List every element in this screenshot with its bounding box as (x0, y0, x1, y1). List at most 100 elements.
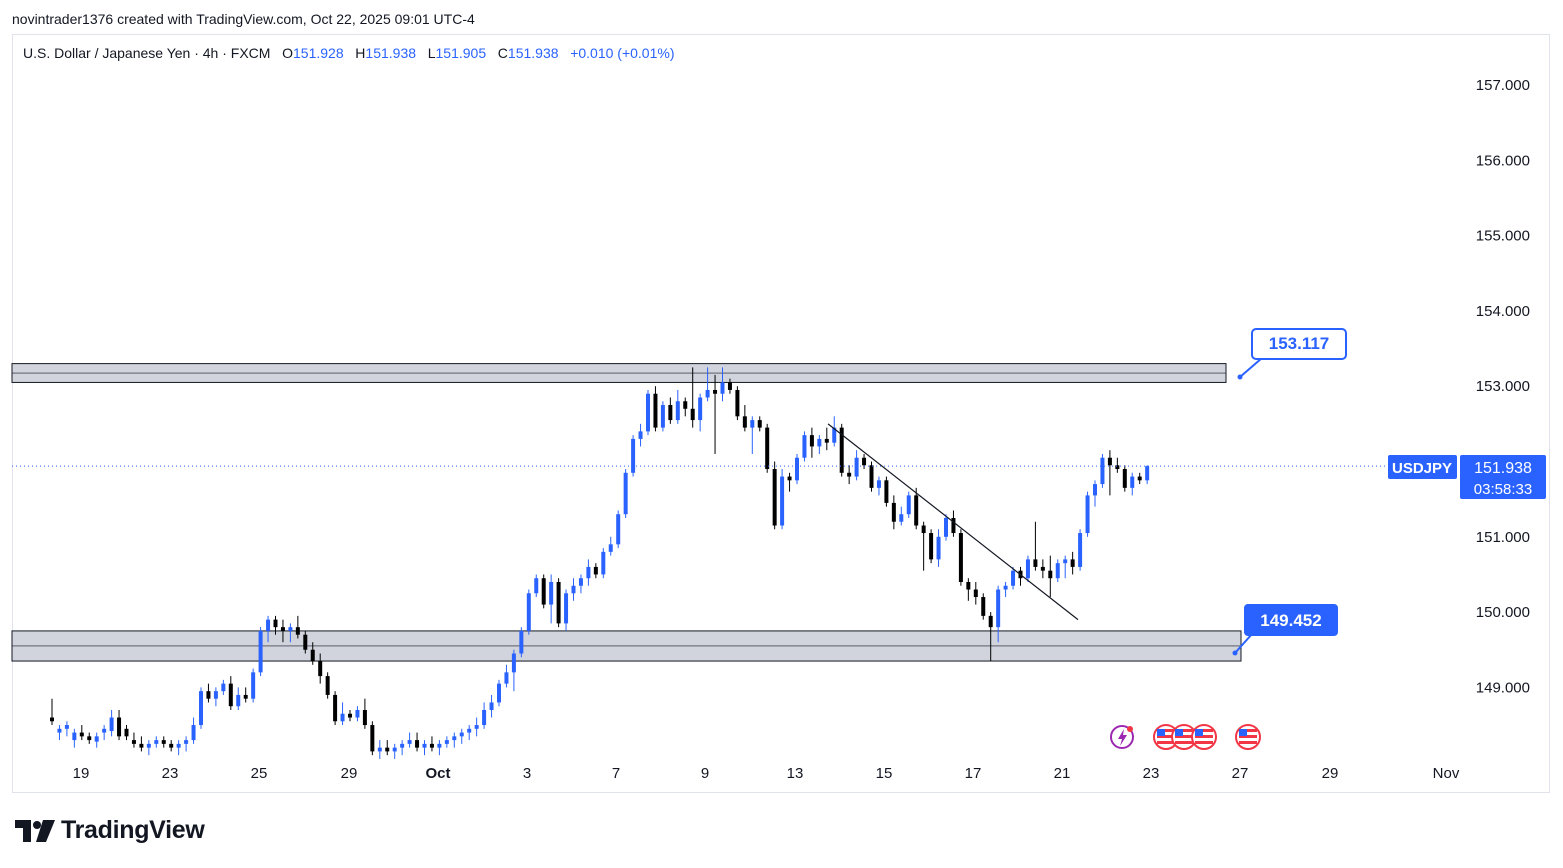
candle-body (280, 627, 285, 631)
candle-body (1055, 563, 1060, 579)
candle (146, 740, 151, 756)
candle (795, 453, 799, 485)
candle (638, 423, 643, 447)
candle-body (623, 472, 628, 515)
time-axis[interactable]: 19 23 25 29 Oct 3 7 9 13 15 17 21 23 27 29 Nov (73, 765, 1460, 782)
candle-body (899, 514, 904, 522)
candle-body (1107, 457, 1112, 466)
legend-change: +0.010 (+0.01%) (570, 45, 675, 61)
candle-body (1025, 559, 1030, 579)
price-axis[interactable]: 157.000 156.000 155.000 154.000 153.000 151.0… (1476, 77, 1530, 696)
candle (839, 423, 844, 477)
candle-body (169, 743, 174, 748)
candle (884, 476, 889, 507)
candle (780, 469, 785, 530)
candle-body (802, 435, 807, 458)
candle-body (981, 597, 986, 616)
candle-body (1100, 457, 1105, 485)
candle (266, 615, 271, 643)
support-callout[interactable]: 149.452 (1232, 604, 1339, 656)
candle (392, 743, 397, 759)
candle (586, 559, 591, 586)
price-tag-value: 151.938 (1474, 460, 1532, 477)
events-layer[interactable] (1110, 724, 1261, 750)
candle (623, 469, 628, 518)
candle-body (497, 683, 501, 703)
candle (333, 691, 338, 726)
us-flag-event[interactable] (1153, 724, 1179, 750)
overlays-layer (12, 423, 1388, 621)
candle-body (504, 672, 509, 684)
us-flag-event[interactable] (1235, 724, 1261, 750)
candle (400, 740, 405, 756)
candle (549, 574, 554, 624)
candle-body (57, 728, 62, 733)
candle-body (228, 683, 233, 707)
candle (415, 732, 420, 752)
symbol-legend[interactable]: U.S. Dollar / Japanese Yen · 4h · FXCM O… (23, 45, 674, 61)
candle (467, 725, 472, 741)
candle (236, 687, 241, 710)
candle-body (571, 585, 576, 594)
candle (407, 732, 412, 748)
candle (251, 668, 256, 703)
candle-body (422, 743, 427, 748)
candle (1130, 472, 1135, 496)
resistance-callout[interactable]: 153.117 (1237, 328, 1347, 380)
candle (355, 706, 360, 722)
candle-body (370, 725, 375, 752)
candle (824, 427, 829, 451)
us-flag-event[interactable] (1191, 724, 1217, 750)
candle (757, 416, 762, 432)
candle-body (660, 405, 665, 428)
candle-body (400, 743, 405, 748)
candle-body (415, 740, 420, 748)
candle (318, 653, 323, 684)
candle-body (742, 416, 747, 428)
tradingview-logo-icon (15, 819, 55, 842)
candle (608, 536, 613, 556)
price-tick-label: 151.000 (1476, 529, 1530, 546)
candle-body (862, 457, 867, 466)
candle-body (578, 578, 583, 586)
candle-body (266, 619, 271, 631)
us-flag-event[interactable] (1171, 724, 1197, 750)
tradingview-logo[interactable]: TradingView (15, 816, 205, 845)
candle-body (459, 732, 464, 737)
candle (996, 585, 1001, 643)
candle-body (213, 691, 218, 699)
price-tag-countdown: 03:58:33 (1474, 481, 1532, 498)
candle-body (906, 495, 911, 515)
candle (876, 476, 881, 496)
trendline[interactable] (827, 423, 1079, 621)
candle (385, 740, 390, 756)
candle-body (608, 544, 613, 552)
current-price-tag[interactable]: USDJPY 151.938 03:58:33 (1388, 455, 1546, 499)
candle (497, 679, 501, 707)
candle (184, 736, 189, 752)
alert-event[interactable] (1110, 725, 1134, 749)
candle (459, 728, 464, 744)
price-tick-label: 149.000 (1476, 679, 1530, 696)
candle (325, 672, 330, 699)
candle (1048, 555, 1053, 598)
candle-body (772, 469, 777, 526)
candle-body (958, 533, 963, 582)
candle-body (750, 420, 755, 428)
candle-body (876, 480, 881, 488)
candle (280, 619, 285, 643)
time-tick-label: 9 (701, 765, 709, 782)
candle (1107, 450, 1112, 496)
candle (936, 529, 941, 567)
candle-body (727, 382, 732, 390)
candle-body (705, 389, 710, 398)
resistance-callout-label: 153.117 (1269, 334, 1330, 353)
candle-body (653, 393, 658, 428)
candle-body (251, 672, 256, 699)
time-tick-label: 15 (876, 765, 893, 782)
candle (564, 589, 569, 631)
candle-body (988, 615, 993, 628)
candle (847, 465, 852, 485)
candle-body (824, 438, 829, 443)
